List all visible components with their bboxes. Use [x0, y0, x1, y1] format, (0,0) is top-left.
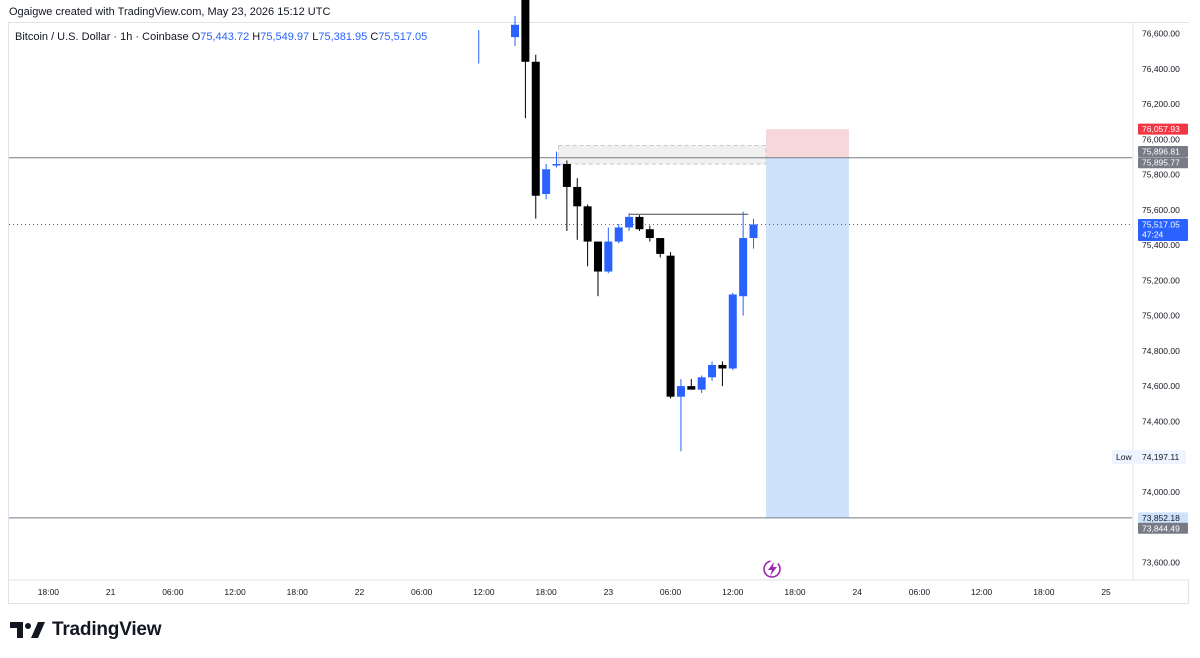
x-tick-label-4: 18:00 — [287, 587, 309, 597]
legend-symbol: Bitcoin / U.S. Dollar · 1h · Coinbase — [15, 31, 189, 43]
candle-body-4 — [552, 164, 561, 166]
legend-low-value: 75,381.95 — [318, 31, 368, 43]
price-tag-text-0: 76,057.93 — [1142, 124, 1180, 134]
price-tag-5 — [1138, 522, 1188, 534]
candle-body-7 — [583, 206, 592, 242]
legend-close-value: 75,517.05 — [378, 31, 428, 43]
price-tag-1 — [1138, 146, 1188, 158]
y-tick-label-9: 74,800.00 — [1142, 346, 1180, 356]
price-tag-2 — [1138, 157, 1188, 169]
x-tick-label-1: 21 — [106, 587, 116, 597]
x-tick-label-10: 06:00 — [660, 587, 682, 597]
candle-body-16 — [676, 386, 685, 397]
chart-credit: Ogaigwe created with TradingView.com, Ma… — [9, 6, 331, 18]
candle-body-11 — [625, 216, 634, 228]
price-tag-text-1: 75,896.81 — [1142, 147, 1180, 157]
candle-body-3 — [542, 169, 551, 194]
tradingview-logo-icon — [10, 622, 45, 638]
candle-body-9 — [604, 241, 613, 272]
candle-body-12 — [635, 216, 644, 230]
y-tick-label-10: 74,600.00 — [1142, 381, 1180, 391]
y-tick-label-0: 76,600.00 — [1142, 29, 1180, 39]
candle-body-8 — [593, 241, 602, 272]
price-tag-text-5: 73,844.49 — [1142, 523, 1180, 533]
low-marker-bg — [1112, 450, 1186, 465]
legend-high-value: 75,549.97 — [260, 31, 310, 43]
y-tick-label-1: 76,400.00 — [1142, 64, 1180, 74]
take-profit-zone — [765, 157, 849, 518]
price-tag-text-3: 75,517.05 — [1142, 219, 1180, 229]
price-tag-3 — [1138, 218, 1188, 241]
candle-body-18 — [697, 377, 706, 390]
y-tick-label-13: 74,000.00 — [1142, 487, 1180, 497]
price-tag-text-2: 75,895.77 — [1142, 158, 1180, 168]
symbol-legend: Bitcoin / U.S. Dollar · 1h · Coinbase O7… — [15, 31, 427, 43]
imbalance-box — [558, 145, 767, 165]
price-tag-countdown: 47:24 — [1142, 229, 1164, 239]
candle-body-5 — [562, 164, 571, 187]
y-tick-label-4: 75,800.00 — [1142, 170, 1180, 180]
candle-body-6 — [573, 186, 582, 207]
x-tick-label-8: 18:00 — [535, 587, 557, 597]
x-tick-label-3: 12:00 — [224, 587, 246, 597]
x-tick-label-7: 12:00 — [473, 587, 495, 597]
candle-body-13 — [645, 229, 654, 239]
x-tick-label-0: 18:00 — [38, 587, 60, 597]
replay-icon-bolt — [768, 562, 777, 576]
x-tick-label-13: 24 — [852, 587, 862, 597]
candle-body-1 — [521, 0, 530, 62]
y-tick-label-2: 76,200.00 — [1142, 99, 1180, 109]
legend-open-value: 75,443.72 — [200, 31, 250, 43]
price-axis — [1133, 23, 1189, 580]
x-tick-label-9: 23 — [604, 587, 614, 597]
price-tag-0 — [1138, 123, 1188, 135]
candle-body-10 — [614, 227, 623, 242]
y-tick-label-6: 75,400.00 — [1142, 240, 1180, 250]
candle-body-17 — [687, 386, 696, 390]
legend-close-label: C — [370, 31, 379, 43]
x-tick-label-12: 18:00 — [784, 587, 806, 597]
stop-loss-zone — [765, 129, 849, 158]
candle-body-14 — [656, 238, 665, 254]
legend-high-label: H — [252, 31, 261, 43]
price-tag-text-4: 73,852.18 — [1142, 513, 1180, 523]
candle-body-21 — [728, 294, 737, 369]
x-tick-label-11: 12:00 — [722, 587, 744, 597]
x-tick-label-14: 06:00 — [909, 587, 931, 597]
tradingview-brand-text: TradingView — [52, 619, 162, 640]
candle-body-19 — [708, 364, 717, 378]
y-tick-label-8: 75,000.00 — [1142, 311, 1180, 321]
y-tick-label-3: 76,000.00 — [1142, 134, 1180, 144]
y-tick-label-11: 74,400.00 — [1142, 416, 1180, 426]
replay-icon-ring — [763, 560, 781, 578]
y-tick-label-5: 75,600.00 — [1142, 205, 1180, 215]
x-tick-label-16: 18:00 — [1033, 587, 1055, 597]
candle-body-15 — [666, 255, 675, 397]
low-marker-value: 74,197.11 — [1142, 452, 1179, 462]
x-tick-label-17: 25 — [1101, 587, 1111, 597]
low-marker-label: Low — [1116, 452, 1132, 462]
legend-open-label: O — [191, 31, 201, 43]
candle-body-20 — [718, 364, 727, 369]
y-tick-label-15: 73,600.00 — [1142, 557, 1180, 567]
x-tick-label-5: 22 — [355, 587, 365, 597]
candle-body-2 — [531, 61, 540, 196]
price-tag-4 — [1138, 512, 1188, 524]
x-tick-label-2: 06:00 — [162, 587, 184, 597]
candle-body-0 — [511, 24, 520, 38]
x-tick-label-15: 12:00 — [971, 587, 993, 597]
y-tick-label-7: 75,200.00 — [1142, 275, 1180, 285]
tradingview-logo[interactable]: TradingView — [10, 619, 162, 641]
candle-body-23 — [749, 224, 758, 239]
legend-low-label: L — [312, 31, 319, 43]
candle-body-22 — [739, 238, 748, 297]
replay-icon — [763, 560, 781, 578]
x-tick-label-6: 06:00 — [411, 587, 433, 597]
